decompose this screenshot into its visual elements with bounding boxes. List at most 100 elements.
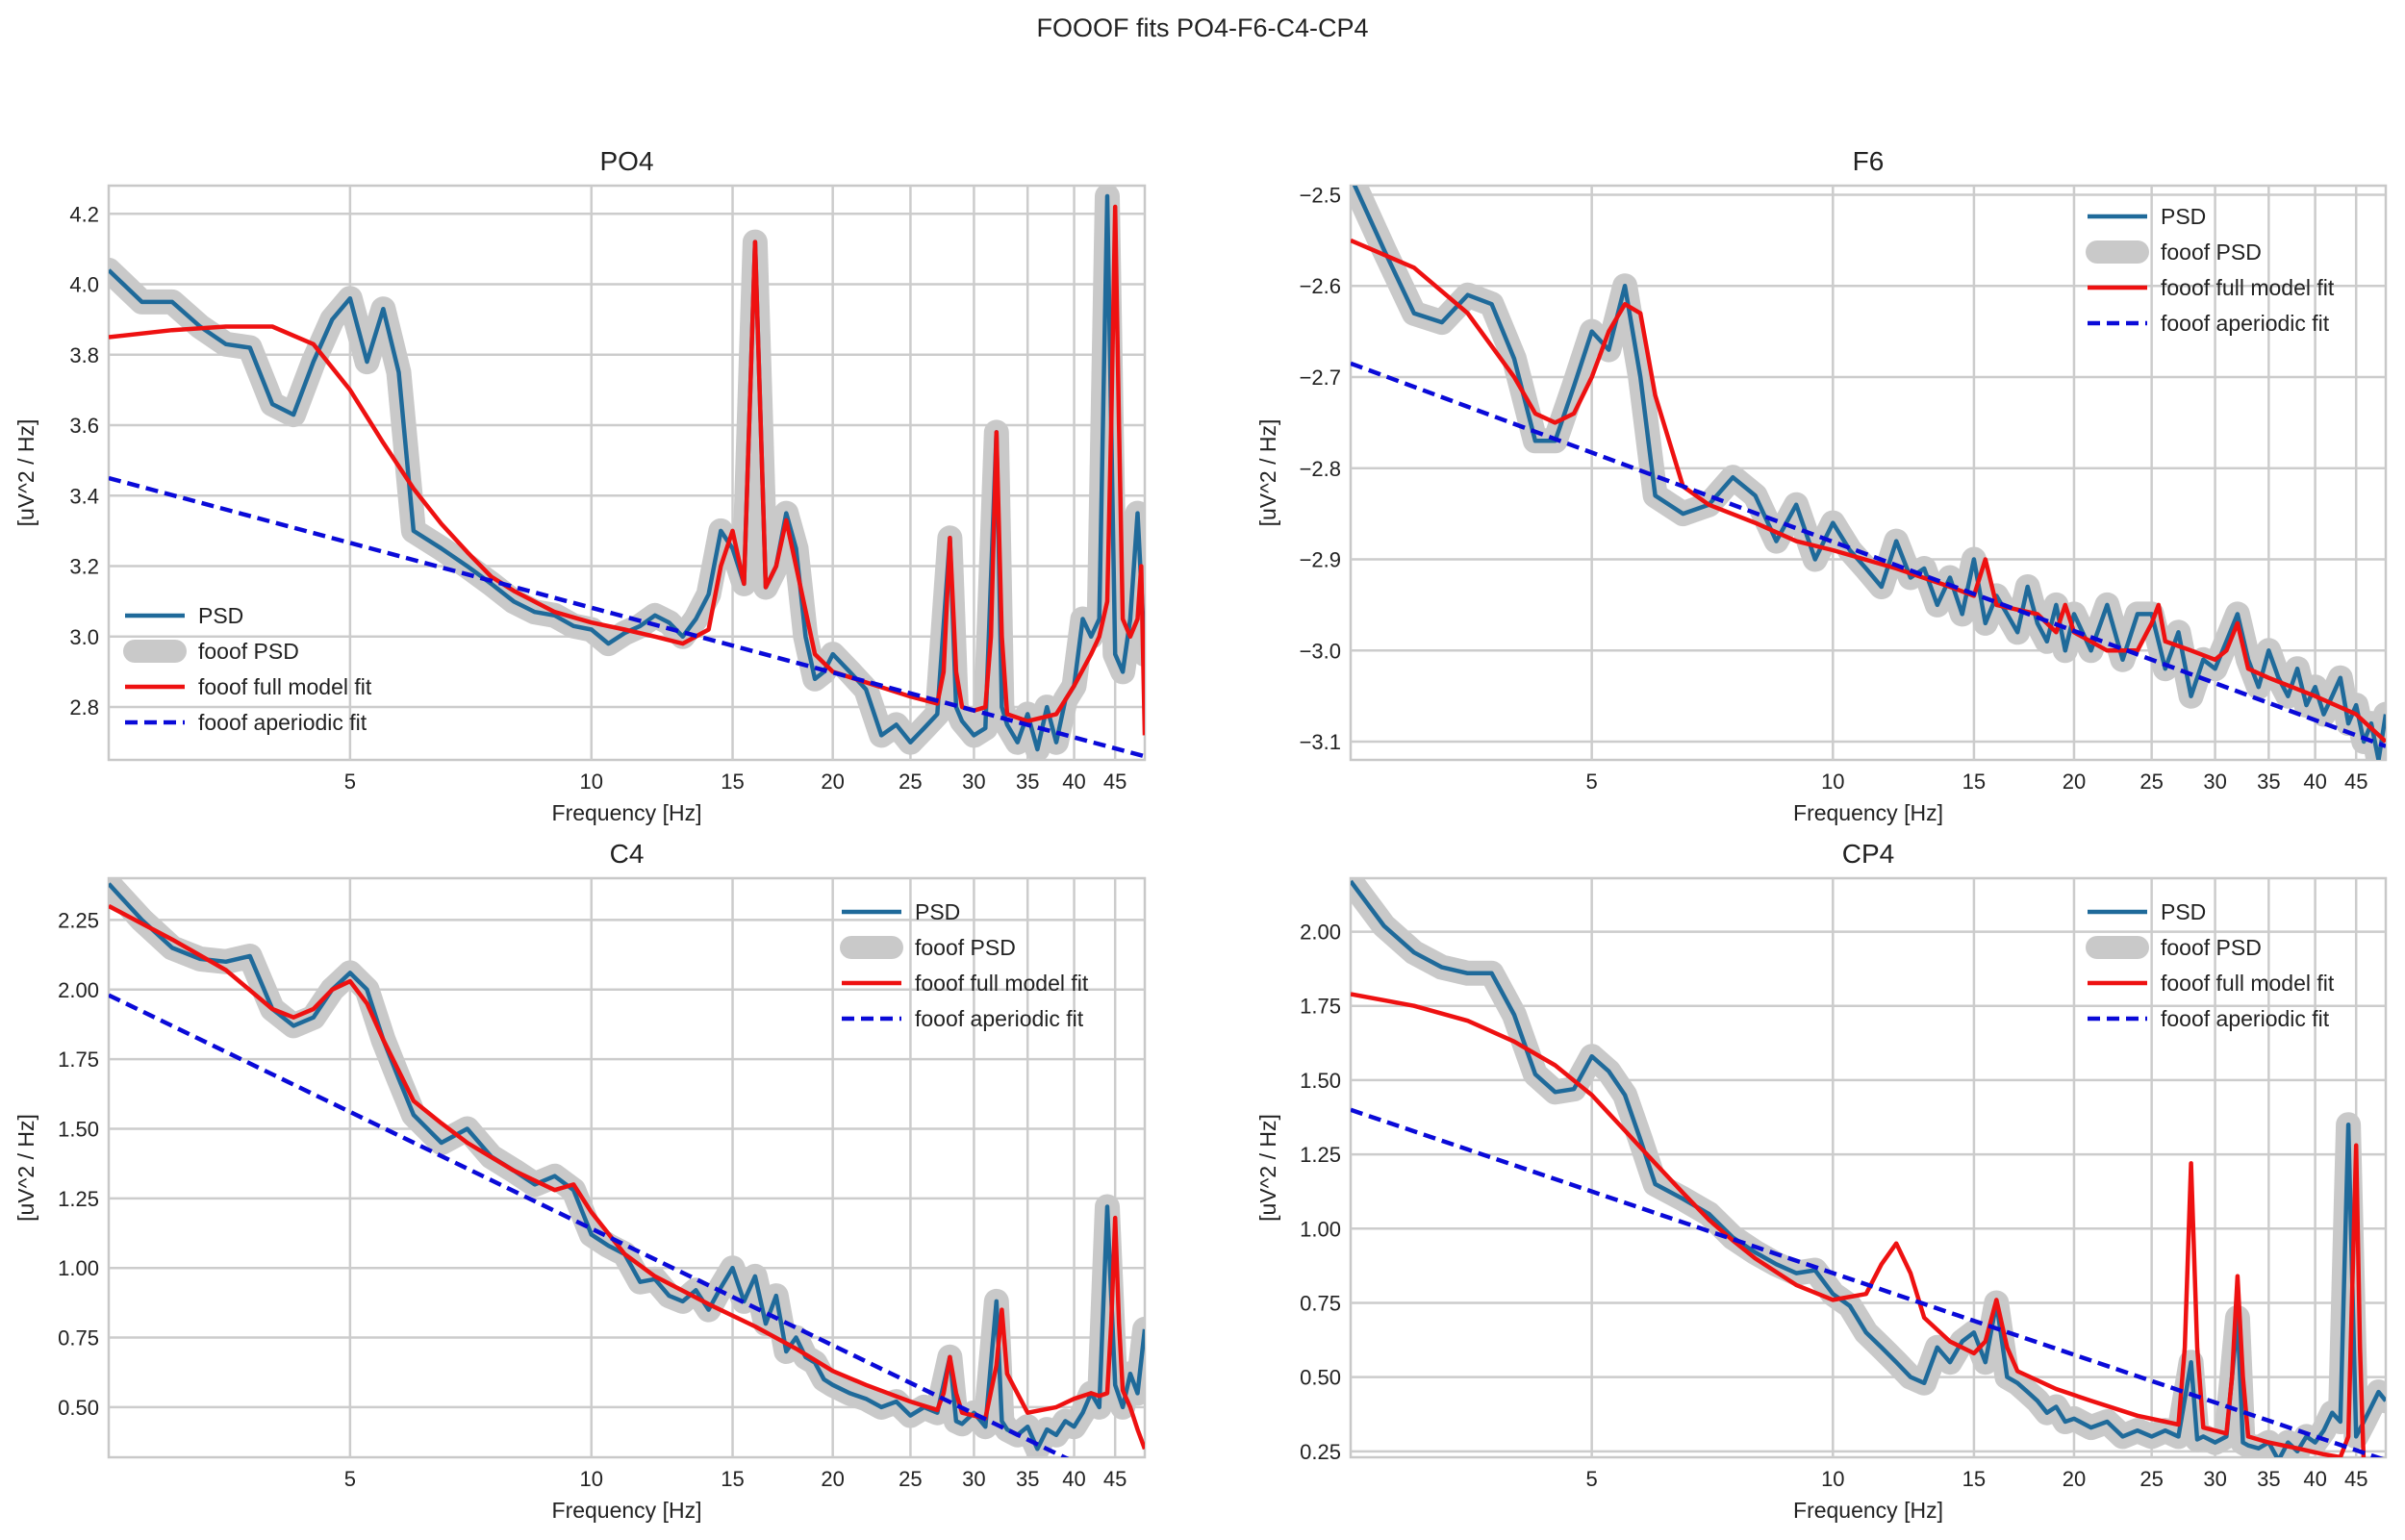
x-tick-label: 40: [2303, 770, 2326, 794]
x-tick-label: 35: [2257, 770, 2280, 794]
panel-title: F6: [1853, 146, 1885, 176]
x-tick-label: 10: [580, 1467, 603, 1491]
y-tick-label: 3.8: [69, 343, 99, 367]
y-tick-label: 4.2: [69, 202, 99, 226]
series-layer: [109, 878, 1145, 1457]
x-tick-label: 45: [1103, 770, 1127, 794]
x-tick-label: 5: [344, 770, 356, 794]
panel-cp4: 0.25 0.50 0.75 1.00 1.25 1.50 1.75 2.00 5 10 15 20 2…: [1255, 839, 2388, 1523]
legend-label: fooof aperiodic fit: [915, 1006, 1084, 1031]
series-line-aperiodic: [1351, 361, 2386, 748]
y-tick-label: 3.6: [69, 414, 99, 438]
series-line-full-fit: [1351, 238, 2386, 744]
series-layer: [109, 186, 1145, 760]
legend-label: fooof full model fit: [915, 971, 1089, 996]
legend-label: PSD: [915, 899, 960, 924]
y-tick-label: 0.50: [58, 1396, 99, 1420]
y-tick-label: 1.75: [1300, 995, 1341, 1019]
x-tick-label: 30: [2203, 1467, 2226, 1491]
y-tick-label: 4.0: [69, 273, 99, 297]
panel-title: C4: [610, 839, 645, 869]
legend-label: fooof PSD: [2161, 935, 2262, 960]
legend-label: PSD: [2161, 899, 2206, 924]
y-tick-label: 1.25: [58, 1187, 99, 1211]
y-tick-label: −2.6: [1300, 274, 1341, 298]
x-tick-label: 40: [1062, 770, 1085, 794]
y-tick-label: −3.0: [1300, 639, 1341, 663]
x-tick-label: 35: [1016, 1467, 1039, 1491]
y-axis-label: [uV^2 / Hz]: [1255, 419, 1280, 527]
panel-f6: −3.1 −3.0 −2.9 −2.8 −2.7 −2.6 −2.5 5 10 15 20 25 30 3…: [1255, 146, 2388, 825]
series-line-psd: [1352, 186, 2386, 760]
x-axis-label: Frequency [Hz]: [552, 800, 702, 825]
x-tick-label: 20: [821, 1467, 844, 1491]
legend-label: fooof full model fit: [198, 674, 372, 699]
x-tick-label: 25: [2139, 1467, 2163, 1491]
y-axis-label: [uV^2 / Hz]: [1255, 1114, 1280, 1222]
legend-label: fooof PSD: [915, 935, 1016, 960]
y-tick-label: 1.00: [1300, 1217, 1341, 1241]
y-tick-label: −2.9: [1300, 548, 1341, 572]
y-tick-label: −2.8: [1300, 457, 1341, 481]
plot-area: [1349, 184, 2388, 762]
panel-c4: 0.50 0.75 1.00 1.25 1.50 1.75 2.00 2.25 5 10 15 20 2…: [13, 839, 1147, 1523]
x-tick-label: 25: [899, 1467, 922, 1491]
y-tick-label: 2.25: [58, 908, 99, 932]
x-tick-label: 5: [1586, 1467, 1598, 1491]
x-tick-label: 25: [899, 770, 922, 794]
x-tick-label: 10: [1821, 770, 1844, 794]
series-line-full-fit: [1351, 992, 2367, 1457]
x-axis-label: Frequency [Hz]: [1793, 1498, 1943, 1523]
y-tick-label: −3.1: [1300, 730, 1341, 754]
series-line-full-fit: [109, 903, 1145, 1451]
y-axis-label: [uV^2 / Hz]: [13, 419, 38, 527]
x-tick-label: 20: [2063, 770, 2086, 794]
x-axis-label: Frequency [Hz]: [552, 1498, 702, 1523]
x-tick-label: 15: [721, 770, 744, 794]
y-tick-label: 2.00: [58, 978, 99, 1002]
x-tick-label: 5: [344, 1467, 356, 1491]
series-line-aperiodic: [1351, 1107, 2384, 1457]
y-tick-label: −2.7: [1300, 366, 1341, 390]
x-tick-label: 35: [1016, 770, 1039, 794]
x-tick-label: 5: [1586, 770, 1598, 794]
legend-label: fooof PSD: [198, 639, 299, 664]
x-tick-label: 15: [1962, 770, 1986, 794]
y-tick-label: 2.8: [69, 695, 99, 720]
legend-label: fooof PSD: [2161, 240, 2262, 265]
y-tick-label: 0.50: [1300, 1366, 1341, 1390]
plot-area: [107, 184, 1147, 762]
legend: PSD fooof PSD fooof full model fit fooof ap…: [123, 603, 372, 735]
x-axis-label: Frequency [Hz]: [1793, 800, 1943, 825]
y-tick-label: 3.0: [69, 625, 99, 649]
x-tick-label: 40: [1062, 1467, 1085, 1491]
x-tick-label: 35: [2257, 1467, 2280, 1491]
panels: 2.8 3.0 3.2 3.4 3.6 3.8 4.0 4.2 5 10 15 20 25 30 35 40 4…: [13, 146, 2388, 1523]
x-tick-label: 10: [580, 770, 603, 794]
series-line-full-fit: [109, 204, 1145, 736]
legend-label: fooof full model fit: [2161, 971, 2335, 996]
y-tick-label: 3.2: [69, 555, 99, 579]
legend-label: fooof aperiodic fit: [2161, 311, 2330, 336]
panel-po4: 2.8 3.0 3.2 3.4 3.6 3.8 4.0 4.2 5 10 15 20 25 30 35 40 4…: [13, 146, 1147, 825]
x-tick-label: 45: [1103, 1467, 1127, 1491]
x-tick-label: 30: [962, 1467, 985, 1491]
x-tick-label: 40: [2303, 1467, 2326, 1491]
x-tick-label: 15: [721, 1467, 744, 1491]
figure-suptitle: FOOOF fits PO4-F6-C4-CP4: [1036, 13, 1368, 42]
y-tick-label: 1.50: [1300, 1069, 1341, 1093]
legend: PSD fooof PSD fooof full model fit fooof ap…: [2086, 899, 2335, 1031]
x-tick-label: 30: [2203, 770, 2226, 794]
legend-label: PSD: [2161, 204, 2206, 229]
x-tick-label: 20: [821, 770, 844, 794]
legend-label: fooof full model fit: [2161, 275, 2335, 300]
legend-label: fooof aperiodic fit: [2161, 1006, 2330, 1031]
x-tick-label: 45: [2344, 1467, 2367, 1491]
y-tick-label: 1.75: [58, 1048, 99, 1072]
y-tick-label: 3.4: [69, 484, 99, 508]
legend: PSD fooof PSD fooof full model fit fooof ap…: [840, 899, 1089, 1031]
legend: PSD fooof PSD fooof full model fit fooof ap…: [2086, 204, 2335, 336]
y-tick-label: 0.75: [1300, 1291, 1341, 1315]
plot-area: [107, 876, 1147, 1459]
